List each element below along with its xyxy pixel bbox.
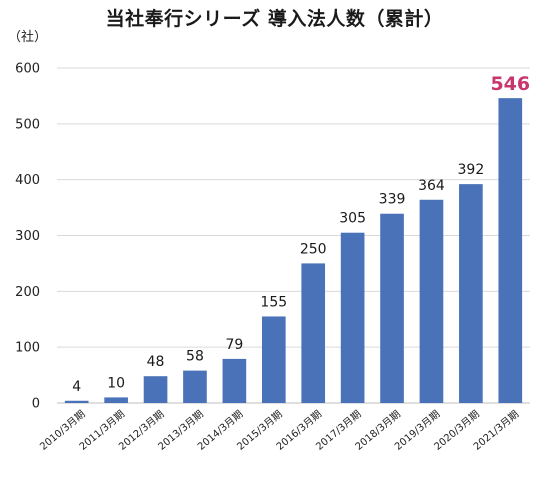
data-label: 10 xyxy=(107,375,125,391)
data-label: 339 xyxy=(379,192,406,208)
y-axis-unit-label: （社） xyxy=(8,30,48,45)
y-tick-label: 300 xyxy=(15,229,40,244)
data-label: 58 xyxy=(186,349,204,365)
data-label: 250 xyxy=(300,241,327,257)
data-label: 364 xyxy=(418,178,445,194)
bar xyxy=(419,199,444,403)
y-tick-label: 600 xyxy=(15,62,40,77)
y-tick-label: 200 xyxy=(15,285,40,300)
bar xyxy=(64,400,89,403)
data-label: 48 xyxy=(147,354,165,370)
bar xyxy=(104,397,128,403)
data-label: 305 xyxy=(339,211,366,227)
bar xyxy=(380,213,404,403)
y-tick-label: 500 xyxy=(15,117,40,132)
bar xyxy=(301,263,326,403)
data-label: 4 xyxy=(72,379,81,395)
bar xyxy=(261,316,286,403)
bar xyxy=(498,98,523,404)
bar xyxy=(143,376,168,403)
bar xyxy=(459,184,483,403)
data-label: 79 xyxy=(225,337,243,353)
y-tick-label: 400 xyxy=(15,173,40,188)
data-label: 392 xyxy=(458,162,485,178)
bar xyxy=(222,358,247,403)
bar xyxy=(183,370,207,403)
y-tick-label: 0 xyxy=(32,397,40,412)
y-tick-label: 100 xyxy=(15,341,40,356)
data-label: 155 xyxy=(260,294,287,310)
chart-title: 当社奉行シリーズ 導入法人数（累計） xyxy=(105,8,444,30)
data-label: 546 xyxy=(490,73,530,95)
bar xyxy=(340,232,365,403)
